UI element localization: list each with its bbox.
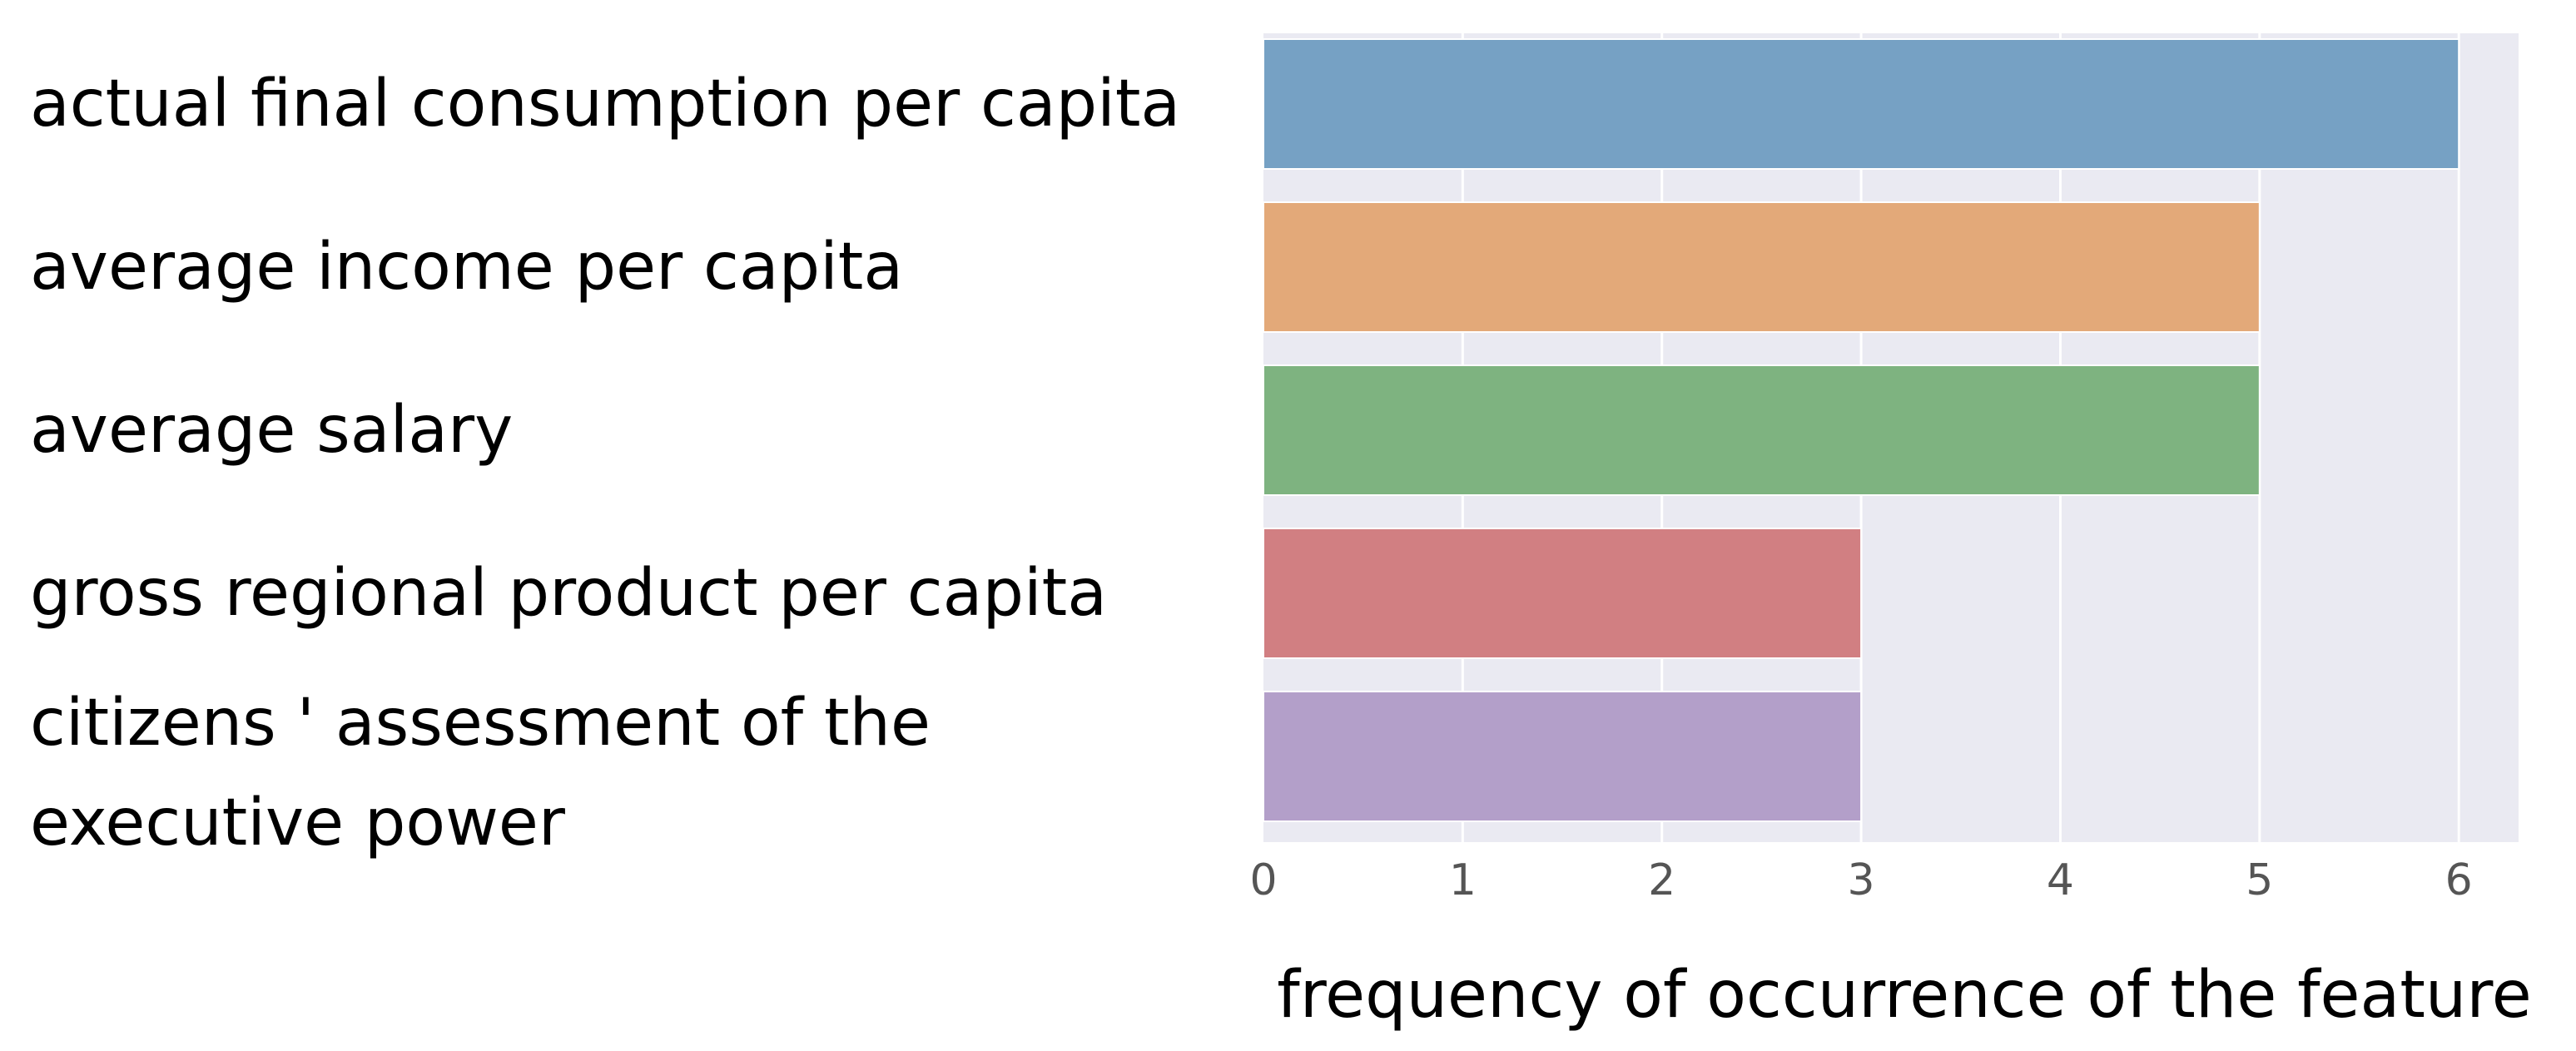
x-tick-label: 6 — [2445, 855, 2473, 905]
bar — [1263, 201, 2261, 333]
bar — [1263, 528, 1863, 659]
x-tick-label: 5 — [2246, 855, 2273, 905]
x-tick-label: 3 — [1848, 855, 1875, 905]
category-label-line: citizens ' assessment of the — [30, 686, 931, 761]
category-label-line: average income per capita — [30, 230, 903, 305]
category-labels: actual final consumption per capita avera… — [30, 67, 1180, 860]
category-label: actual final consumption per capita — [30, 67, 1180, 141]
x-tick-label: 1 — [1449, 855, 1477, 905]
bar — [1263, 691, 1863, 822]
category-label: gross regional product per capita — [30, 556, 1107, 631]
category-label: average income per capita — [30, 230, 903, 305]
category-label-line: executive power — [30, 786, 566, 860]
x-tick-label: 4 — [2047, 855, 2074, 905]
bar — [1263, 38, 2460, 170]
category-label-line: average salary — [30, 393, 513, 468]
bars — [1263, 38, 2460, 822]
x-tick-label: 0 — [1249, 855, 1277, 905]
category-label-line: gross regional product per capita — [30, 556, 1107, 631]
x-axis-label: frequency of occurrence of the feature — [1277, 958, 2531, 1033]
x-tick-labels: 0 1 2 3 4 5 6 — [1249, 855, 2472, 905]
category-label: citizens ' assessment of the executive po… — [30, 686, 931, 860]
category-label: average salary — [30, 393, 513, 468]
bar — [1263, 364, 2261, 496]
x-tick-label: 2 — [1648, 855, 1675, 905]
category-label-line: actual final consumption per capita — [30, 67, 1180, 141]
